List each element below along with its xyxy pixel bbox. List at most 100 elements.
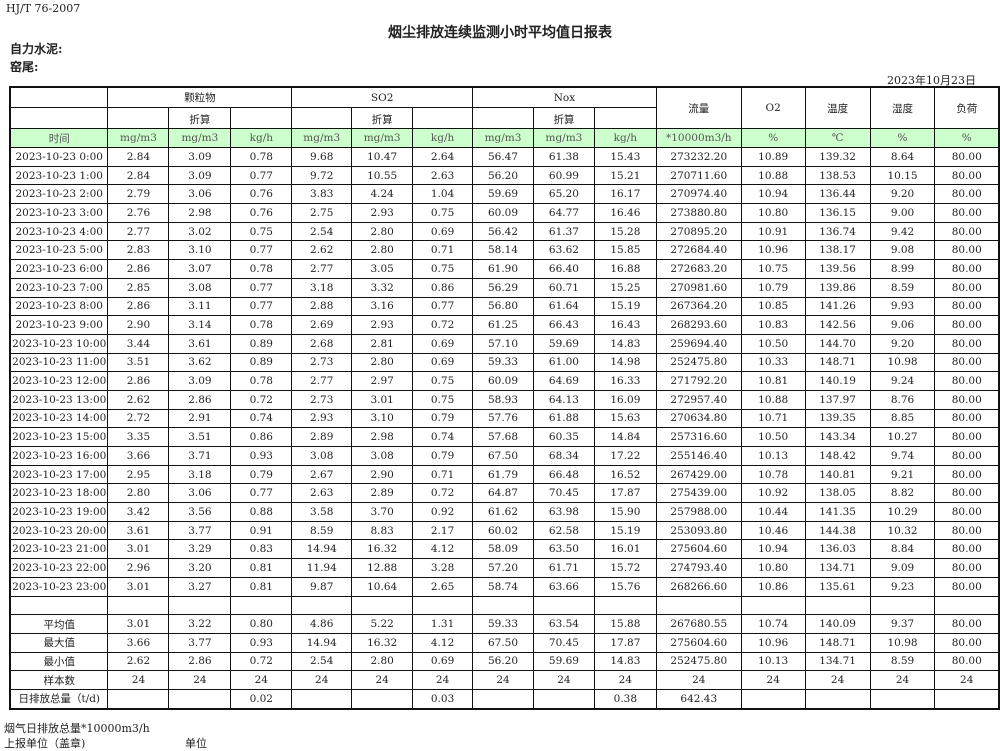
table-cell: 8.82 bbox=[869, 483, 936, 504]
table-cell: 61.37 bbox=[532, 221, 595, 242]
header-unit: kg/h bbox=[412, 128, 474, 148]
summary-row: 最大值 3.66 3.77 0.93 14.94 16.32 4.12 67.50 70.45 1… bbox=[9, 632, 1000, 653]
table-cell: 9.08 bbox=[869, 240, 936, 261]
table-row: 2023-10-23 14:00 2.72 2.91 0.74 2.93 3.10 0.79… bbox=[9, 408, 1000, 429]
table-cell: 2.67 bbox=[291, 464, 353, 485]
table-cell: 0.77 bbox=[230, 296, 293, 317]
table-cell: 2.91 bbox=[168, 408, 232, 429]
row-label: 平均值 bbox=[9, 614, 109, 634]
table-cell: 9.68 bbox=[291, 147, 353, 167]
row-label: 2023-10-23 8:00 bbox=[9, 296, 109, 317]
table-row: 2023-10-23 8:00 2.86 3.11 0.77 2.88 3.16 0.77 5… bbox=[9, 296, 1000, 317]
header-unit: mg/m3 bbox=[107, 128, 170, 148]
table-cell: 2.68 bbox=[291, 333, 353, 354]
row-label: 2023-10-23 23:00 bbox=[9, 576, 109, 597]
table-cell: 58.93 bbox=[472, 389, 534, 410]
table-cell: 2.85 bbox=[107, 277, 170, 298]
row-label: 2023-10-23 17:00 bbox=[9, 464, 109, 485]
table-cell: 0.79 bbox=[412, 446, 474, 466]
table-cell: 0.69 bbox=[412, 221, 474, 242]
table-cell: 15.76 bbox=[593, 576, 657, 597]
table-cell: 2.64 bbox=[412, 147, 474, 167]
table-cell: 0.81 bbox=[230, 576, 293, 597]
table-cell: 10.88 bbox=[740, 389, 806, 410]
table-cell: 57.20 bbox=[472, 558, 534, 578]
table-cell: 0.75 bbox=[412, 389, 474, 410]
header-unit: kg/h bbox=[230, 128, 293, 148]
table-row: 2023-10-23 18:00 2.80 3.06 0.77 2.63 2.89 0.72… bbox=[9, 483, 1000, 504]
table-cell: 136.44 bbox=[804, 184, 871, 205]
header-humidity: 湿度 bbox=[869, 86, 936, 129]
row-label: 2023-10-23 3:00 bbox=[9, 203, 109, 223]
table-cell: 80.00 bbox=[934, 520, 1000, 541]
table-cell bbox=[230, 595, 293, 616]
table-cell: 10.98 bbox=[869, 352, 936, 373]
table-cell: 0.93 bbox=[230, 632, 293, 653]
table-cell: 0.91 bbox=[230, 520, 293, 541]
table-cell: 0.03 bbox=[412, 688, 474, 710]
summary-row: 平均值 3.01 3.22 0.80 4.86 5.22 1.31 59.33 63.54 15.… bbox=[9, 614, 1000, 634]
table-cell: 2.73 bbox=[291, 389, 353, 410]
header-unit: ℃ bbox=[804, 128, 871, 148]
summary-row: 日排放总量（t/d) 0.02 0.03 0.38 642.43 bbox=[9, 688, 1000, 710]
table-cell: 16.09 bbox=[593, 389, 657, 410]
table-cell: 252475.80 bbox=[655, 651, 742, 672]
table-cell: 275439.00 bbox=[655, 483, 742, 504]
table-cell: 270711.60 bbox=[655, 165, 742, 186]
table-cell: 3.66 bbox=[107, 446, 170, 466]
table-cell: 61.71 bbox=[532, 558, 595, 578]
header-time: 时间 bbox=[9, 128, 109, 148]
table-cell: 80.00 bbox=[934, 408, 1000, 429]
table-cell: 3.01 bbox=[107, 539, 170, 560]
table-cell: 8.64 bbox=[869, 147, 936, 167]
table-cell: 257988.00 bbox=[655, 502, 742, 522]
table-cell: 3.16 bbox=[351, 296, 414, 317]
table-cell: 62.58 bbox=[532, 520, 595, 541]
table-cell: 63.54 bbox=[532, 614, 595, 634]
table-cell: 642.43 bbox=[655, 688, 742, 710]
table-cell: 3.61 bbox=[168, 333, 232, 354]
table-cell: 80.00 bbox=[934, 371, 1000, 391]
table-cell: 10.81 bbox=[740, 371, 806, 391]
table-cell: 80.00 bbox=[934, 427, 1000, 447]
table-cell: 8.85 bbox=[869, 408, 936, 429]
table-cell: 134.71 bbox=[804, 651, 871, 672]
table-cell: 59.69 bbox=[472, 184, 534, 205]
table-cell: 80.00 bbox=[934, 165, 1000, 186]
header-unit: kg/h bbox=[593, 128, 657, 148]
table-cell: 0.93 bbox=[230, 446, 293, 466]
table-cell: 272957.40 bbox=[655, 389, 742, 410]
table-cell: 2.97 bbox=[351, 371, 414, 391]
table-cell: 2.80 bbox=[351, 221, 414, 242]
table-cell: 57.10 bbox=[472, 333, 534, 354]
table-cell: 61.79 bbox=[472, 464, 534, 485]
row-label: 2023-10-23 2:00 bbox=[9, 184, 109, 205]
header-load: 负荷 bbox=[934, 86, 1000, 129]
table-cell bbox=[740, 595, 806, 616]
table-cell: 2.86 bbox=[107, 259, 170, 279]
row-label: 2023-10-23 1:00 bbox=[9, 165, 109, 186]
table-cell: 60.09 bbox=[472, 371, 534, 391]
table-cell: 0.75 bbox=[412, 371, 474, 391]
header-blank bbox=[412, 107, 474, 129]
table-cell: 2.80 bbox=[351, 651, 414, 672]
table-cell: 59.33 bbox=[472, 352, 534, 373]
table-cell: 2.73 bbox=[291, 352, 353, 373]
table-cell: 0.69 bbox=[412, 352, 474, 373]
table-cell: 8.76 bbox=[869, 389, 936, 410]
table-cell: 3.77 bbox=[168, 520, 232, 541]
table-cell: 1.04 bbox=[412, 184, 474, 205]
table-cell: 70.45 bbox=[532, 483, 595, 504]
table-cell: 66.48 bbox=[532, 464, 595, 485]
header-particulate: 颗粒物 bbox=[107, 86, 293, 108]
table-row: 2023-10-23 15:00 3.35 3.51 0.86 2.89 2.98 0.74… bbox=[9, 427, 1000, 447]
table-cell: 58.14 bbox=[472, 240, 534, 261]
table-cell: 10.80 bbox=[740, 558, 806, 578]
table-cell: 0.80 bbox=[230, 614, 293, 634]
table-cell: 80.00 bbox=[934, 333, 1000, 354]
table-cell: 57.68 bbox=[472, 427, 534, 447]
table-cell: 61.00 bbox=[532, 352, 595, 373]
table-cell: 24 bbox=[655, 670, 742, 690]
table-cell: 63.50 bbox=[532, 539, 595, 560]
table-cell: 24 bbox=[869, 670, 936, 690]
